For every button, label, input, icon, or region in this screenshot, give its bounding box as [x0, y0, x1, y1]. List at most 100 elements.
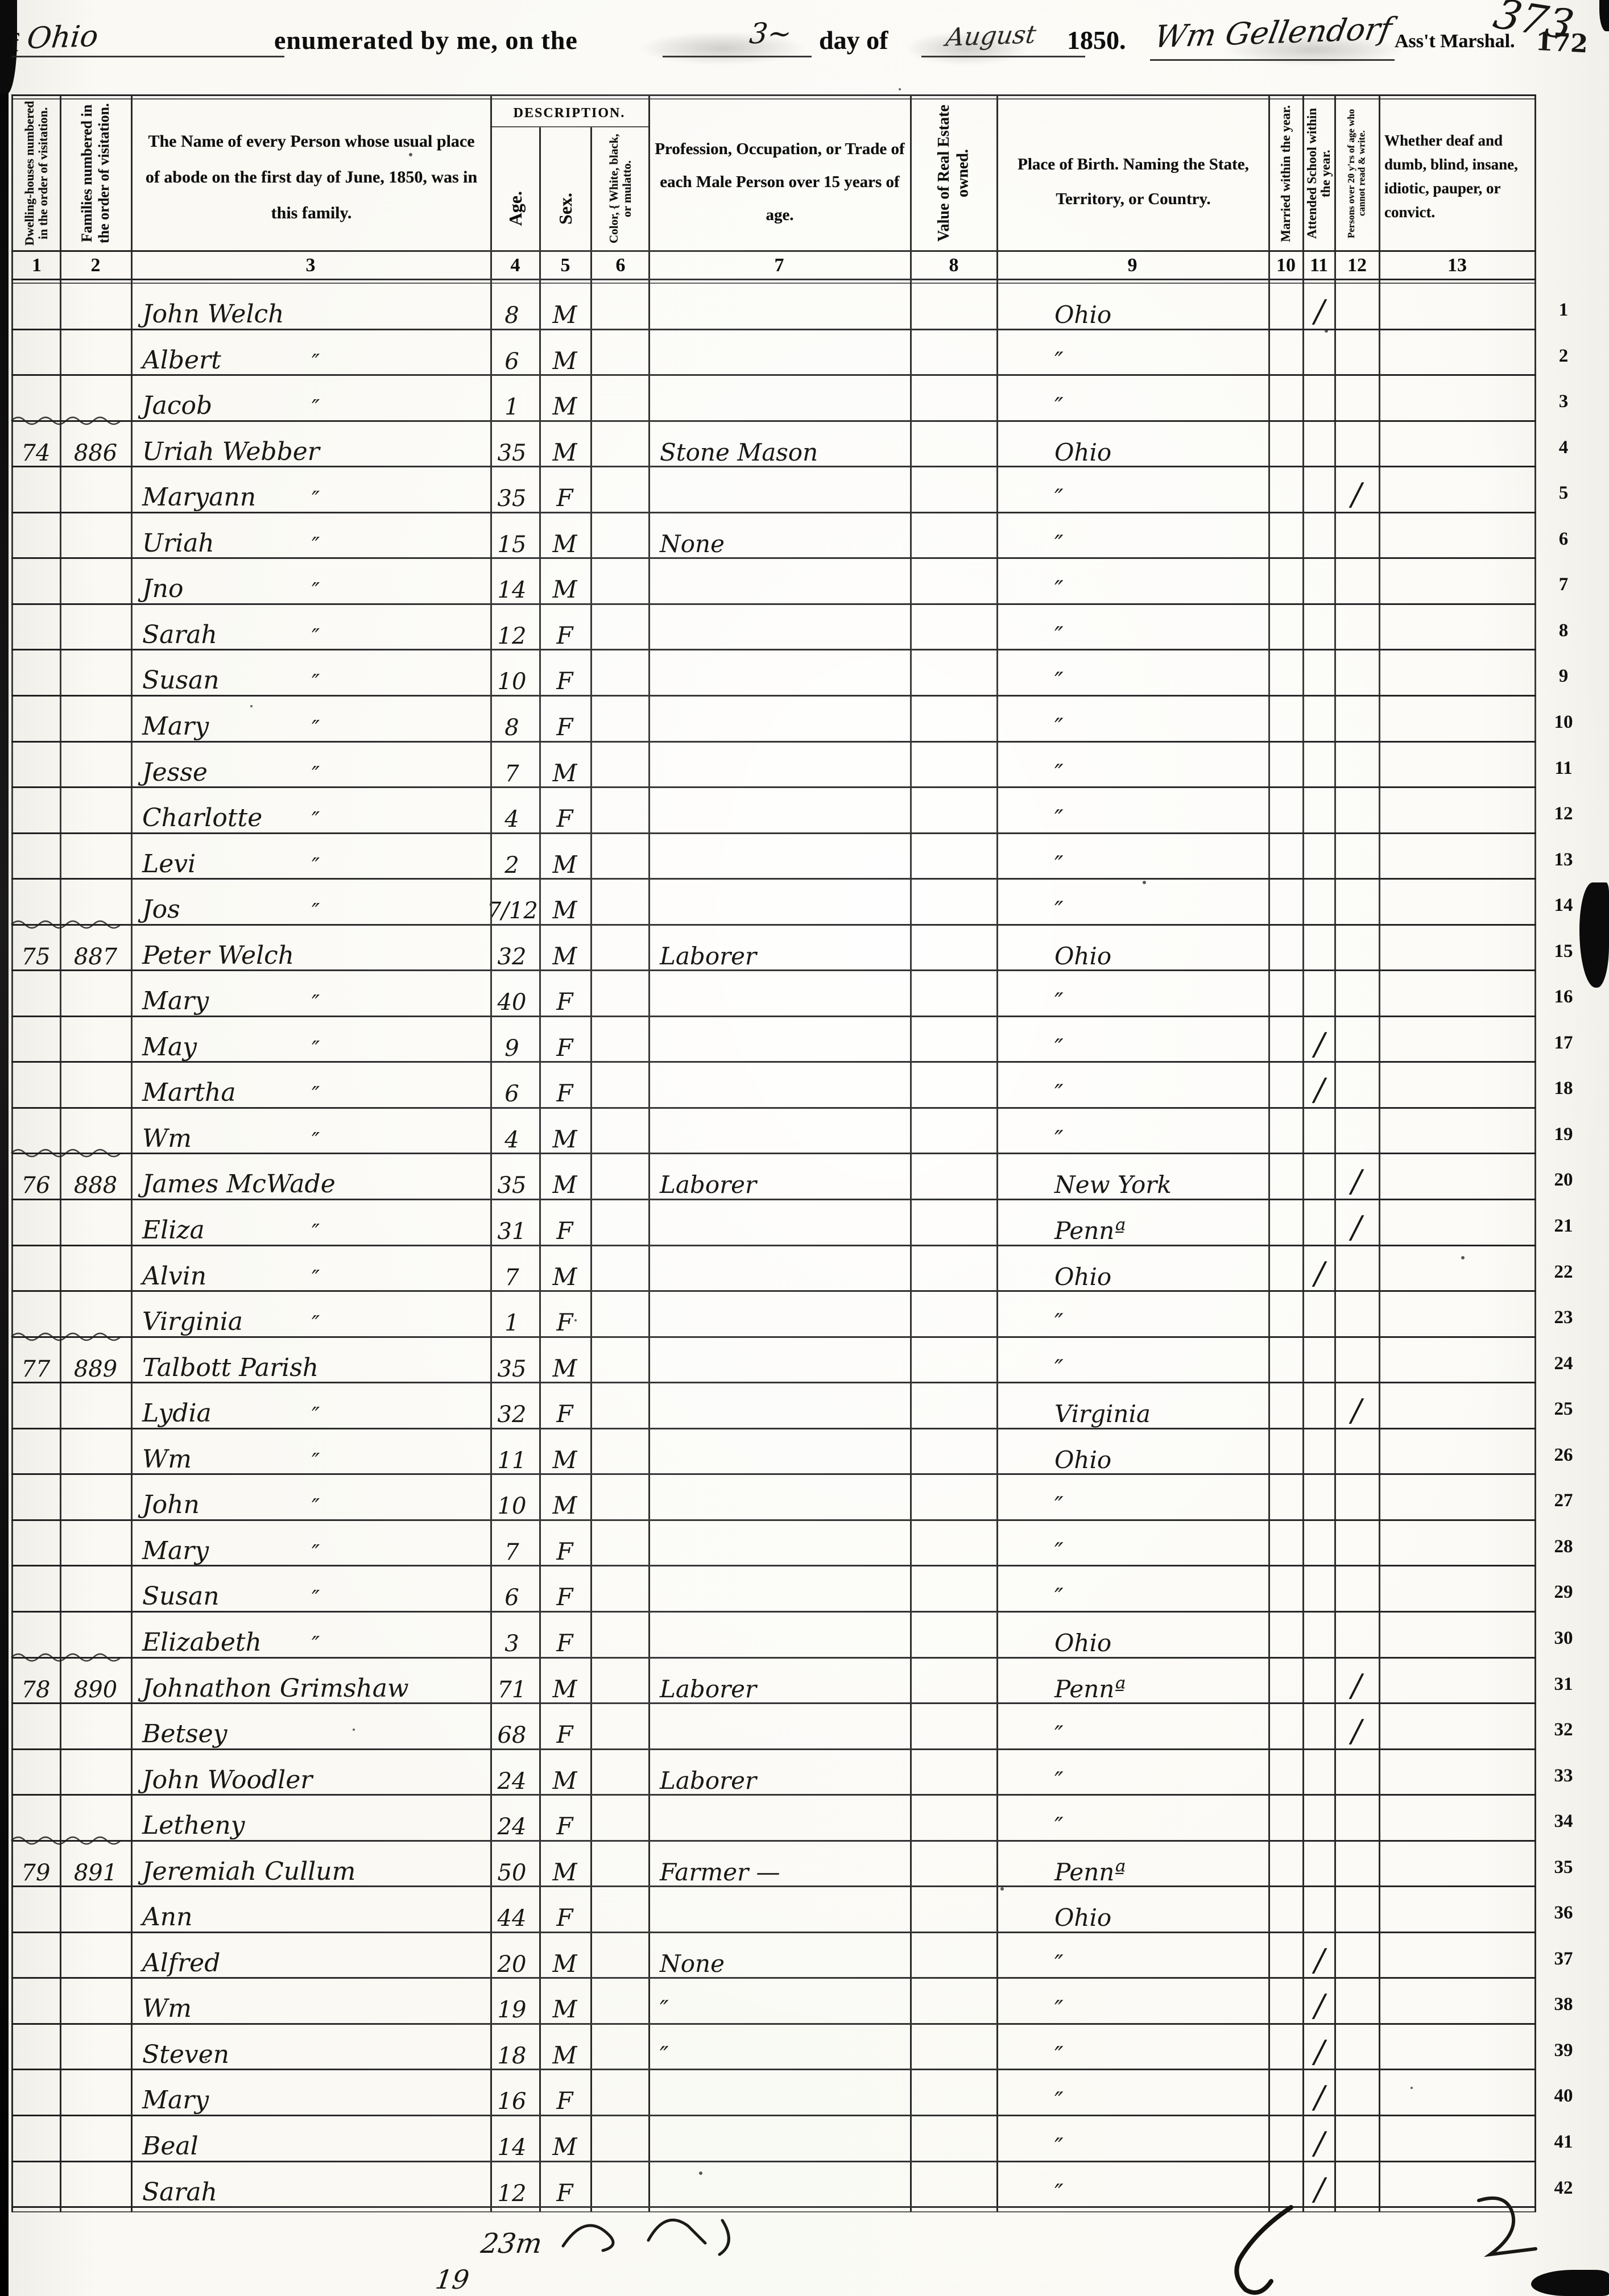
sex-value: F	[556, 1904, 573, 1932]
ink-squiggle	[11, 416, 121, 425]
birthplace-value: ″	[1054, 2041, 1064, 2069]
col-number: 8	[949, 255, 959, 276]
person-name: Elizabeth	[142, 1627, 262, 1657]
name-ditto-mark: ″	[312, 349, 320, 375]
ink-squiggle	[11, 1149, 121, 1158]
ink-squiggle	[11, 1653, 121, 1661]
birthplace-value: ″	[1054, 1721, 1064, 1749]
person-name: John	[142, 1490, 200, 1520]
birthplace-value: ″	[1054, 805, 1064, 833]
age-value: 8	[504, 302, 519, 329]
table-row: John ″ 10 M ″ 27	[0, 1473, 1609, 1519]
col-number: 5	[560, 255, 570, 276]
col-number: 9	[1127, 255, 1138, 276]
line-number: 41	[1554, 2132, 1573, 2152]
col-number: 4	[510, 255, 520, 276]
person-name: Jeremiah Cullum	[142, 1856, 356, 1886]
birthplace-value: ″	[1054, 1949, 1064, 1978]
sex-value: M	[552, 1995, 577, 2024]
table-row: May ″ 9 F ″ / 17	[0, 1016, 1609, 1062]
name-ditto-mark: ″	[312, 990, 320, 1016]
sex-value: F	[556, 805, 573, 833]
grid-line	[11, 603, 1536, 605]
sex-value: M	[552, 1125, 577, 1153]
occupation-value: Laborer	[660, 1171, 757, 1199]
person-name: James McWade	[142, 1170, 336, 1199]
birthplace-value: Ohio	[1054, 438, 1112, 466]
footer-note-19: 19	[433, 2264, 471, 2295]
grid-line	[11, 969, 1536, 972]
age-value: 20	[497, 1951, 527, 1978]
grid-line	[11, 420, 1536, 422]
state-name-script: Ohio	[25, 19, 100, 56]
table-row: 75 887 Peter Welch 32 M Laborer Ohio 15	[0, 924, 1609, 970]
ink-squiggle	[11, 1332, 121, 1341]
birthplace-value: ″	[1054, 1583, 1064, 1611]
family-number: 887	[73, 943, 118, 970]
birthplace-value: Ohio	[1054, 1445, 1112, 1474]
table-row: Alfred 20 M None ″ / 37	[0, 1932, 1609, 1978]
birthplace-value: ″	[1054, 1491, 1064, 1520]
person-name: Wm	[142, 1444, 192, 1474]
table-row: Wm 19 M ″ ″ / 38	[0, 1977, 1609, 2023]
line-number: 9	[1558, 666, 1569, 687]
grid-line	[11, 1885, 1536, 1888]
name-ditto-mark: ″	[312, 1586, 320, 1611]
table-row: Virginia ″ 1 F ″ 23	[0, 1290, 1609, 1336]
person-name: Lydia	[142, 1399, 212, 1428]
grid-line	[11, 1382, 1536, 1384]
age-value: 6	[504, 1081, 519, 1108]
grid-line	[11, 1565, 1536, 1567]
col-number: 10	[1276, 255, 1296, 276]
grid-line	[11, 1702, 1536, 1705]
table-row: Susan ″ 6 F ″ 29	[0, 1565, 1609, 1611]
table-row: John Welch 8 M Ohio / 1	[0, 283, 1609, 329]
grid-line	[11, 328, 1536, 330]
col-number: 6	[615, 255, 626, 276]
birthplace-value: ″	[1054, 1995, 1064, 2024]
age-value: 24	[497, 1814, 527, 1841]
blank-rule	[11, 56, 284, 57]
name-ditto-mark: ″	[312, 1631, 320, 1657]
grid-line	[490, 126, 649, 127]
grid-line	[539, 127, 541, 2212]
person-name: John Welch	[142, 300, 284, 329]
table-row: Mary ″ 7 F ″ 28	[0, 1519, 1609, 1565]
age-value: 10	[497, 669, 527, 695]
blank-rule	[921, 56, 1085, 57]
age-value: 7	[504, 760, 519, 787]
col-head-school: Attended School within the year.	[1304, 107, 1333, 239]
grid-line	[11, 649, 1536, 651]
name-ditto-mark: ″	[312, 624, 320, 649]
table-row: Jacob ″ 1 M ″ 3	[0, 374, 1609, 420]
sex-value: F	[556, 1537, 573, 1565]
grid-line	[11, 2211, 1536, 2212]
grid-line	[590, 127, 592, 2212]
table-row: Elizabeth ″ 3 F Ohio 30	[0, 1611, 1609, 1657]
table-row: 79 891 Jeremiah Cullum 50 M Farmer — Pennª 35	[0, 1840, 1609, 1886]
cannot-read-tick: /	[1351, 1163, 1362, 1200]
sex-value: M	[552, 1949, 577, 1978]
dwelling-number: 77	[21, 1356, 51, 1382]
col-head-name: The Name of every Person whose usual pla…	[145, 131, 478, 222]
line-number: 2	[1558, 345, 1569, 366]
name-ditto-mark: ″	[312, 1540, 320, 1565]
person-name: Mary	[142, 987, 209, 1016]
birthplace-value: ″	[1054, 1033, 1064, 1062]
grid-line	[11, 1977, 1536, 1979]
col-head-birthplace: Place of Birth. Naming the State, Territ…	[1017, 155, 1249, 208]
name-ditto-mark: ″	[312, 578, 320, 604]
birthplace-value: ″	[1054, 988, 1064, 1016]
col-head-sex: Sex.	[555, 193, 576, 225]
occupation-value: Farmer —	[660, 1858, 780, 1886]
birthplace-value: Ohio	[1054, 1262, 1112, 1291]
birthplace-value: Virginia	[1054, 1400, 1151, 1428]
sex-value: M	[552, 1354, 577, 1382]
sex-value: M	[552, 896, 577, 925]
grid-line	[11, 1244, 1536, 1246]
grid-line	[11, 1290, 1536, 1292]
age-value: 18	[497, 2042, 527, 2069]
birthplace-value: Ohio	[1054, 1904, 1112, 1932]
person-name: Eliza	[142, 1216, 205, 1245]
name-ditto-mark: ″	[312, 487, 320, 512]
